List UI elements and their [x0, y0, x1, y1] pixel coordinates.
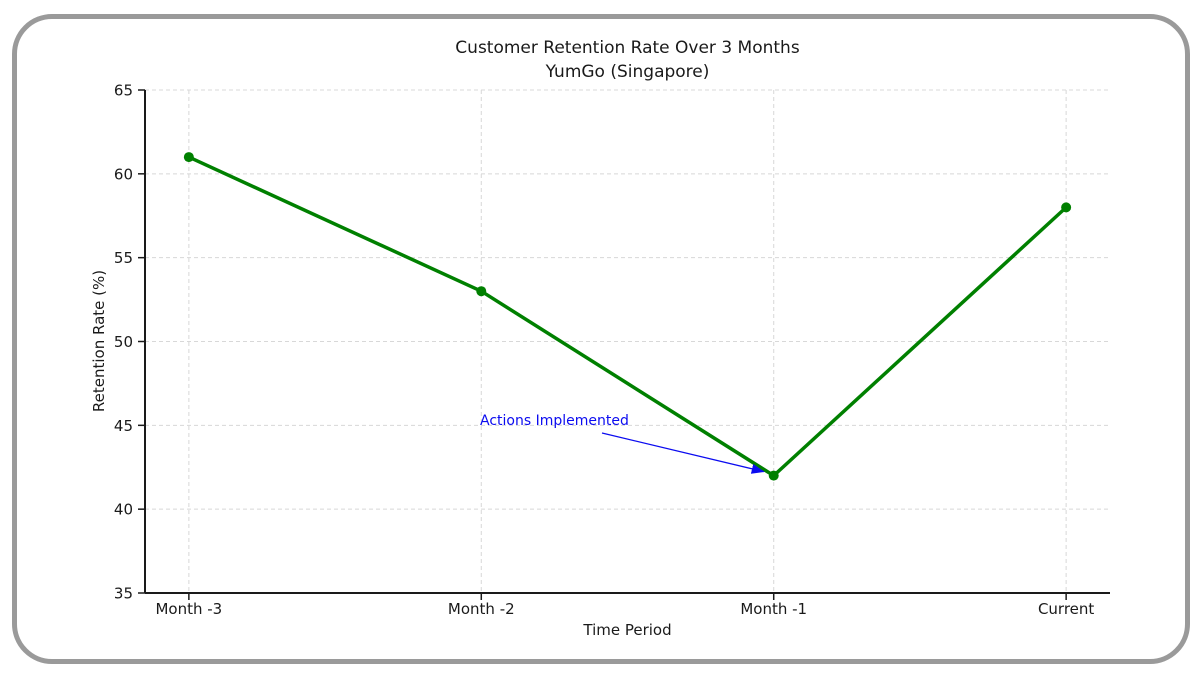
y-tick-label: 35 [114, 585, 133, 603]
y-tick-label: 55 [114, 249, 133, 267]
retention-line [187, 155, 1068, 478]
annotation-label: Actions Implemented [480, 413, 629, 429]
y-tick-label: 50 [114, 333, 133, 351]
y-tick-label: 45 [114, 417, 133, 435]
y-tick-label: 60 [114, 165, 133, 183]
x-axis-label: Time Period [583, 621, 672, 639]
y-tick-label: 65 [114, 82, 133, 100]
annotation-arrow [601, 432, 765, 474]
x-tick-label: Current [1038, 600, 1094, 618]
chart-subtitle: YumGo (Singapore) [545, 62, 710, 82]
data-point-marker [183, 152, 194, 163]
x-tick-label: Month -2 [448, 600, 515, 618]
chart-title-block: Customer Retention Rate Over 3 Months Yu… [145, 36, 1110, 84]
x-tick-label: Month -3 [155, 600, 222, 618]
y-tick-label: 40 [114, 501, 133, 519]
data-point-marker [476, 286, 487, 297]
x-tick-label: Month -1 [740, 600, 807, 618]
data-point-marker [1061, 202, 1072, 213]
data-point-marker [768, 470, 779, 481]
window-frame [12, 14, 1190, 664]
y-axis-label: Retention Rate (%) [90, 269, 108, 413]
chart-title: Customer Retention Rate Over 3 Months [455, 38, 800, 58]
